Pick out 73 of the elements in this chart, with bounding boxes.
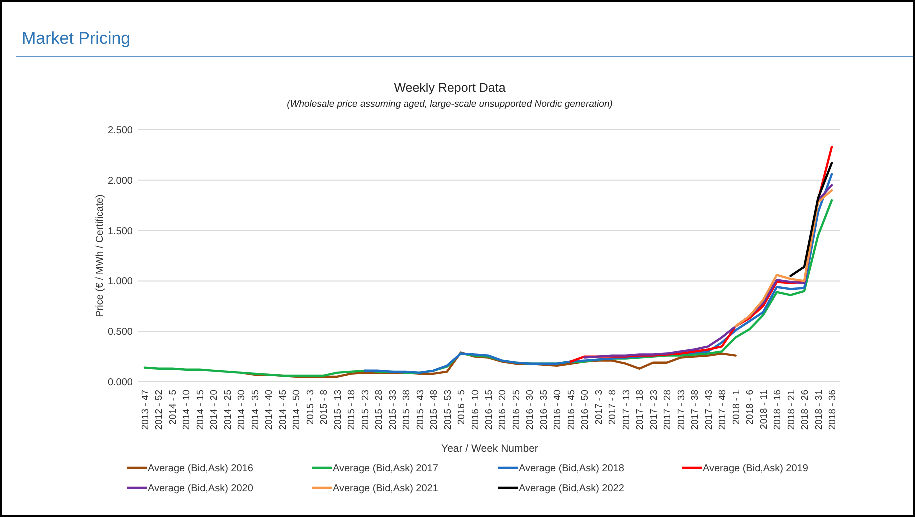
x-tick-label: 2016 - 50 — [580, 390, 592, 430]
x-tick-label: 2018 - 1 — [731, 390, 742, 425]
line-series — [734, 189, 834, 328]
x-tick-label: 2015 - 48 — [429, 390, 440, 430]
x-tick-label: 2014 - 15 — [195, 390, 206, 430]
x-axis-title: Year / Week Number — [442, 443, 539, 455]
x-tick-label: 2014 - 50 — [292, 390, 303, 430]
x-tick-label: 2016 - 10 — [470, 390, 482, 430]
x-tick-label: 2016 - 15 — [484, 390, 495, 430]
legend-label: Average (Bid,Ask) 2021 — [333, 484, 439, 494]
y-tick-label: 1.000 — [108, 276, 134, 288]
x-tick-label: 2014 - 35 — [250, 390, 262, 430]
legend-label: Average (Bid,Ask) 2019 — [703, 464, 809, 474]
x-tick-label: 2018 - 11 — [758, 390, 770, 430]
x-tick-label: 2015 - 28 — [374, 390, 386, 430]
x-tick-label: 2016 - 25 — [511, 390, 522, 430]
y-axis-title: Price (€ / MWh / Certificate) — [95, 194, 106, 318]
y-tick-label: 0.500 — [108, 327, 134, 338]
x-tick-label: 2015 - 3 — [305, 390, 316, 425]
legend-label: Average (Bid,Ask) 2018 — [519, 464, 625, 474]
x-tick-label: 2017 - 18 — [635, 390, 646, 430]
x-tick-label: 2013 - 47 — [140, 390, 152, 430]
x-tick-label: 2018 - 26 — [800, 390, 812, 430]
x-tick-label: 2018 - 16 — [772, 390, 784, 430]
x-tick-label: 2018 - 21 — [786, 390, 798, 430]
y-tick-label: 1.500 — [108, 226, 134, 238]
x-tick-label: 2018 - 6 — [745, 390, 756, 425]
x-tick-label: 2018 - 31 — [814, 390, 825, 430]
x-tick-label: 2015 - 18 — [346, 390, 358, 430]
x-tick-label: 2015 - 53 — [442, 390, 454, 430]
legend-label: Average (Bid,Ask) 2016 — [148, 464, 254, 474]
x-tick-label: 2016 - 30 — [525, 390, 536, 430]
x-tick-label: 2017 - 38 — [690, 390, 702, 430]
x-tick-label: 2017 - 3 — [594, 390, 605, 425]
x-tick-label: 2016 - 40 — [552, 390, 564, 430]
x-tick-label: 2017 - 33 — [676, 390, 688, 430]
x-tick-label: 2016 - 5 — [456, 390, 468, 425]
x-tick-label: 2014 - 40 — [264, 390, 276, 430]
x-tick-label: 2017 - 48 — [718, 390, 729, 430]
text: Market Pricing — [22, 29, 131, 48]
x-tick-label: 2014 - 20 — [209, 390, 220, 430]
y-tick-label: 2.000 — [108, 176, 134, 187]
line-series — [790, 162, 834, 278]
x-tick-label: 2016 - 35 — [538, 390, 550, 430]
line-series — [240, 352, 737, 378]
x-tick-label: 2015 - 43 — [415, 390, 426, 430]
line-series — [364, 173, 834, 374]
x-tick-label: 2015 - 13 — [332, 390, 344, 430]
x-tick-label: 2015 - 23 — [360, 390, 372, 430]
chart-subtitle: (Wholesale price assuming aged, large-scale unsupported Nordic generation) — [287, 99, 613, 110]
x-tick-label: 2017 - 23 — [648, 390, 660, 430]
chart-title: Weekly Report Data — [394, 81, 506, 95]
x-tick-label: 2015 - 33 — [388, 390, 399, 430]
x-tick-label: 2015 - 38 — [402, 390, 413, 430]
x-tick-label: 2017 - 8 — [608, 390, 619, 425]
x-tick-label: 2014 - 30 — [236, 390, 248, 430]
x-tick-label: 2017 - 28 — [662, 390, 674, 430]
x-tick-label: 2018 - 36 — [828, 390, 838, 430]
x-tick-label: 2017 - 43 — [704, 390, 715, 430]
legend-label: Average (Bid,Ask) 2022 — [519, 484, 625, 494]
y-tick-label: 0.000 — [108, 378, 134, 388]
x-tick-label: 2014 - 25 — [222, 390, 234, 430]
x-tick-label: 2012 - 52 — [154, 390, 166, 430]
x-tick-label: 2017 - 13 — [621, 390, 632, 430]
x-tick-label: 2014 - 10 — [182, 390, 193, 430]
x-tick-label: 2014 - 45 — [278, 390, 289, 430]
y-tick-label: 2.500 — [108, 126, 134, 136]
x-tick-label: 2016 - 45 — [566, 390, 578, 430]
x-tick-label: 2015 - 8 — [319, 390, 330, 425]
legend-label: Average (Bid,Ask) 2017 — [333, 464, 439, 474]
legend-label: Average (Bid,Ask) 2020 — [148, 484, 254, 494]
x-tick-label: 2014 - 5 — [168, 390, 179, 425]
x-tick-label: 2016 - 20 — [498, 390, 509, 430]
